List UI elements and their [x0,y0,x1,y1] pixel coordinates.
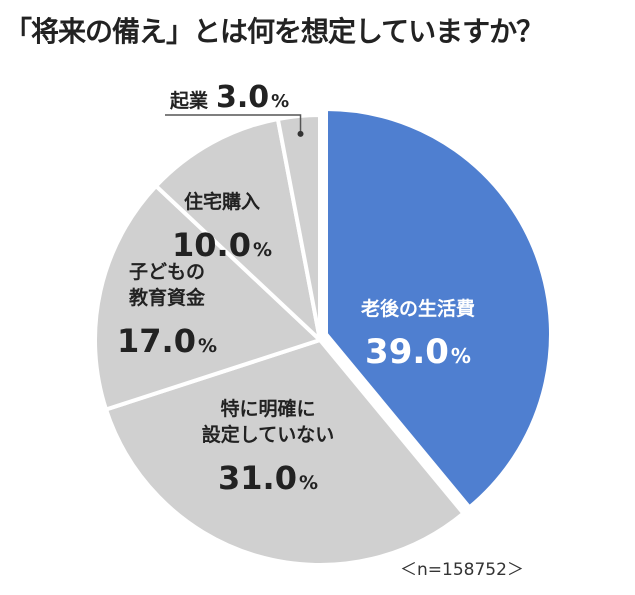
slice-label-3: 子どもの [129,261,205,283]
slice-1 [324,107,553,510]
slice-4 [153,116,322,342]
leader-line [165,114,302,134]
slice-label-3: 教育資金 [129,286,206,309]
slice-5 [275,113,322,342]
slice-value-4: 10.0% [172,226,272,264]
slice-label-2: 設定していない [202,423,334,446]
sample-size-note: ＜n=158752＞ [400,560,524,580]
leader-dot [297,130,304,137]
slice-3 [93,183,322,412]
slice-label-1: 老後の生活費 [361,297,475,320]
chart-title: 「将来の備え」とは何を想定していますか？ [4,15,544,48]
slice-label-5: 起業 3.0% [169,80,289,115]
slice-2 [104,338,466,567]
slice-value-1: 39.0% [365,332,471,372]
slice-label-4: 住宅購入 [184,190,260,213]
slice-label-2: 特に明確に [220,397,315,420]
slice-value-2: 31.0% [218,459,318,497]
slice-value-3: 17.0% [117,322,217,360]
